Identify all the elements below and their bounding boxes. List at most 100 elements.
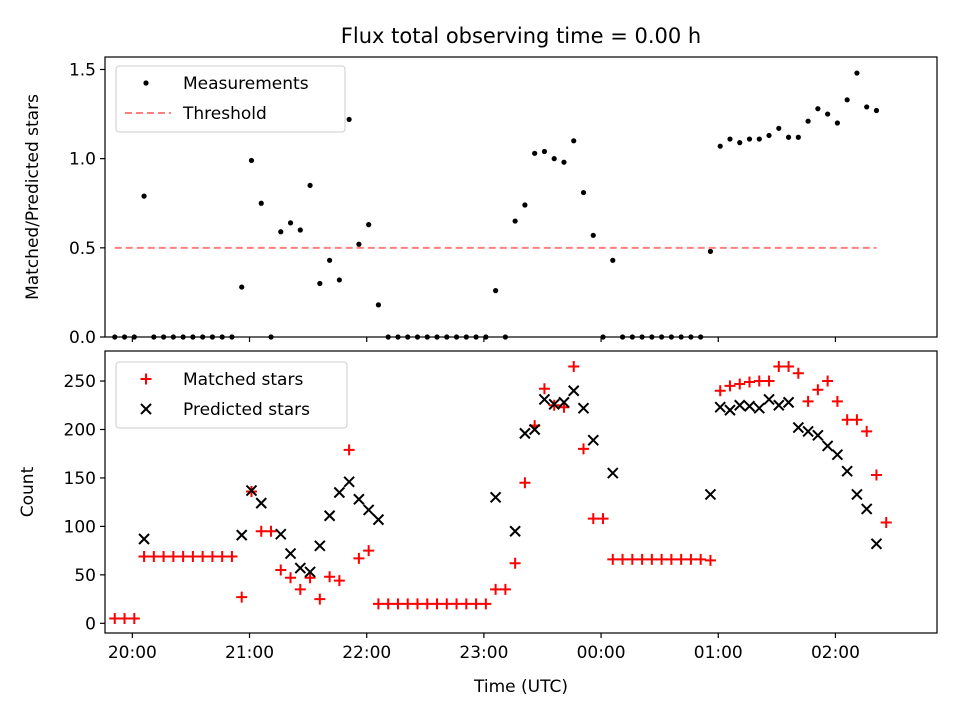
data-point: [480, 598, 492, 610]
data-point: [421, 598, 433, 610]
data-point: [727, 136, 733, 142]
data-point: [870, 469, 882, 481]
data-point: [248, 157, 255, 164]
data-point: [744, 376, 756, 388]
data-point: [382, 598, 394, 610]
data-point: [287, 220, 294, 226]
data-point: [255, 497, 267, 509]
data-point: [532, 150, 538, 156]
data-point: [343, 476, 355, 488]
data-point: [538, 383, 550, 395]
data-point: [822, 375, 834, 387]
ratio-panel: Flux total observing time = 0.00 h Match…: [23, 24, 938, 348]
data-point: [587, 434, 599, 446]
data-point: [844, 97, 850, 103]
data-point: [304, 566, 316, 578]
data-point: [665, 553, 677, 565]
data-point: [675, 553, 687, 565]
data-point: [119, 612, 131, 624]
data-point: [441, 598, 453, 610]
count-plot-area: 0 50 100 150 200 250 20:00 21:00 22:00 23:00 00:00…: [64, 350, 938, 663]
data-point: [763, 375, 775, 387]
data-point: [538, 393, 551, 406]
legend-swatch: [140, 373, 152, 385]
data-point: [167, 550, 179, 562]
x-tick-label: 20:00: [108, 643, 157, 663]
data-point: [825, 111, 831, 117]
data-point: [294, 562, 307, 574]
data-point: [834, 120, 840, 126]
data-point: [734, 399, 746, 411]
legend-label: Measurements: [183, 74, 309, 94]
count-panel: Count Time (UTC) 0 50 100 150 200 250 20:00 21:…: [18, 350, 938, 697]
data-point: [460, 598, 472, 610]
data-point: [138, 533, 150, 545]
data-point: [323, 510, 336, 522]
data-point: [490, 583, 502, 595]
x-tick-label: 22:00: [342, 643, 391, 663]
data-point: [278, 229, 284, 235]
data-point: [509, 525, 521, 537]
data-point: [805, 118, 811, 124]
y-tick-label: 1.5: [69, 60, 96, 80]
legend: Matched stars Predicted stars: [115, 361, 348, 429]
data-point: [362, 504, 375, 516]
data-point: [392, 598, 404, 610]
chart-title: Flux total observing time = 0.00 h: [341, 24, 701, 48]
data-point: [451, 598, 463, 610]
legend-box: [115, 65, 346, 133]
data-point: [571, 138, 577, 144]
data-point: [499, 583, 511, 595]
data-point: [366, 222, 372, 228]
y-tick-label: 0: [85, 614, 96, 634]
data-point: [158, 550, 170, 562]
x-axis-label: Time (UTC): [473, 677, 568, 697]
data-point: [255, 525, 267, 537]
data-point: [851, 414, 863, 426]
data-point: [776, 125, 782, 131]
data-point: [851, 488, 863, 501]
data-point: [509, 557, 521, 569]
y-tick-label: 100: [64, 517, 96, 537]
y-axis-label: Count: [18, 466, 38, 517]
data-point: [336, 277, 342, 283]
y-tick-label: 0.0: [69, 328, 96, 348]
axes-frame: [104, 350, 938, 634]
data-point: [597, 513, 609, 525]
data-point: [346, 116, 352, 123]
data-point: [493, 288, 499, 294]
data-point: [610, 257, 616, 263]
data-point: [206, 550, 218, 562]
data-point: [197, 550, 209, 562]
data-point: [568, 361, 580, 373]
data-point: [795, 134, 801, 140]
data-point: [841, 465, 853, 477]
data-point: [522, 202, 528, 208]
data-point: [815, 106, 821, 112]
data-point: [343, 444, 355, 456]
data-point: [802, 395, 814, 407]
data-point: [734, 378, 746, 390]
data-point: [864, 104, 870, 110]
data-point: [577, 443, 589, 455]
x-tick-label: 23:00: [459, 643, 508, 663]
data-point: [607, 467, 619, 479]
data-point: [607, 553, 619, 565]
data-point: [861, 425, 873, 437]
x-tick-label: 21:00: [225, 643, 274, 663]
data-point: [314, 540, 326, 552]
data-point: [285, 572, 297, 584]
data-point: [327, 257, 333, 263]
data-point: [265, 525, 277, 537]
data-point: [528, 423, 541, 436]
data-point: [746, 136, 753, 142]
data-point: [854, 70, 860, 76]
data-point: [353, 493, 365, 505]
y-axis-label: Matched/Predicted stars: [23, 94, 43, 300]
data-point: [587, 513, 599, 525]
data-point: [353, 552, 365, 564]
ratio-plot-area: 0.0 0.5 1.0 1.5 Measurements Threshold: [69, 56, 938, 348]
data-point: [245, 484, 258, 497]
legend-label: Matched stars: [183, 370, 303, 390]
data-point: [860, 503, 873, 515]
